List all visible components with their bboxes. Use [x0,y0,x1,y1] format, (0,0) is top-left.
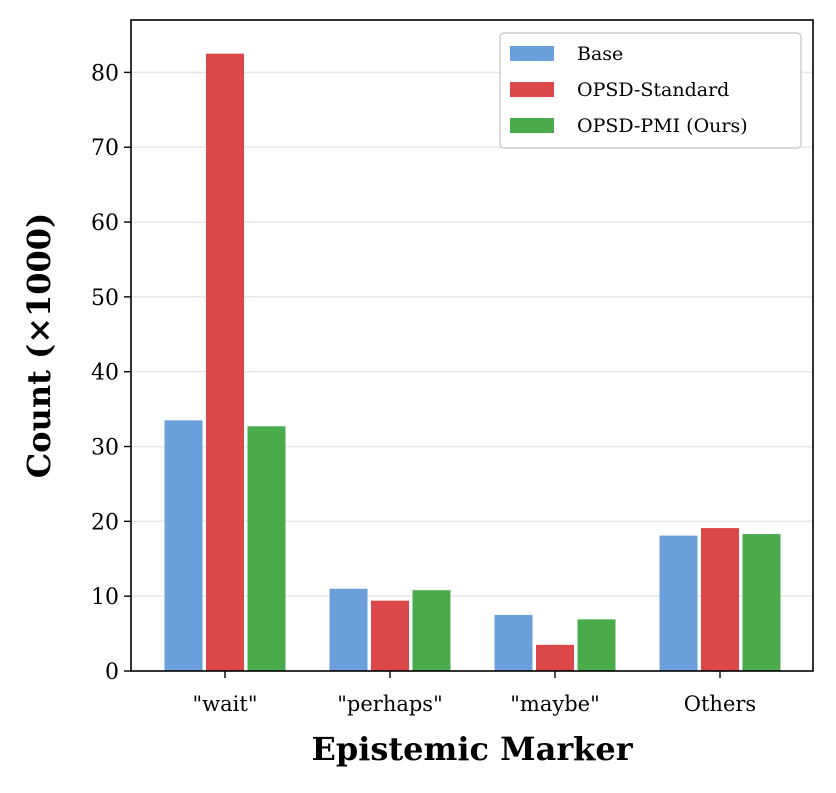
x-tick-label: Others [684,692,756,716]
y-axis-title: Count (×1000) [20,213,58,478]
legend-label: OPSD-PMI (Ours) [577,115,748,137]
bar [164,420,203,671]
legend-label: Base [577,43,623,65]
bars [164,53,781,671]
bar [247,426,286,671]
legend-swatch [510,46,554,61]
legend-swatch [510,82,554,97]
y-tick-label: 10 [91,585,119,610]
x-tick-label: "maybe" [510,692,600,716]
y-tick-label: 60 [91,211,119,236]
bar [494,614,533,671]
plot-frame [130,19,814,672]
legend-swatch [510,118,554,133]
x-tick-label: "wait" [193,692,258,716]
y-axis: 0 10 20 30 40 50 60 70 80 [91,61,131,685]
bar [206,53,244,671]
gridlines [131,71,813,597]
x-tick-label: "perhaps" [337,692,443,716]
bar [659,535,698,671]
bar [371,600,409,671]
bar [329,588,368,671]
legend: Base OPSD-Standard OPSD-PMI (Ours) [499,32,802,149]
legend-box [499,32,802,149]
y-tick-label: 40 [91,361,119,386]
bar [742,534,781,671]
x-axis: "wait" "perhaps" "maybe" Others [193,671,756,716]
y-tick-label: 20 [91,510,119,535]
y-tick-label: 50 [91,286,119,311]
bar [577,619,616,671]
bar [536,644,574,671]
y-tick-label: 30 [91,436,119,461]
legend-label: OPSD-Standard [577,79,729,101]
bar [701,528,739,671]
y-tick-label: 70 [91,136,119,161]
bar [412,590,451,671]
x-axis-title: Epistemic Marker [311,730,633,768]
y-tick-label: 0 [105,660,119,685]
y-tick-label: 80 [91,61,119,86]
